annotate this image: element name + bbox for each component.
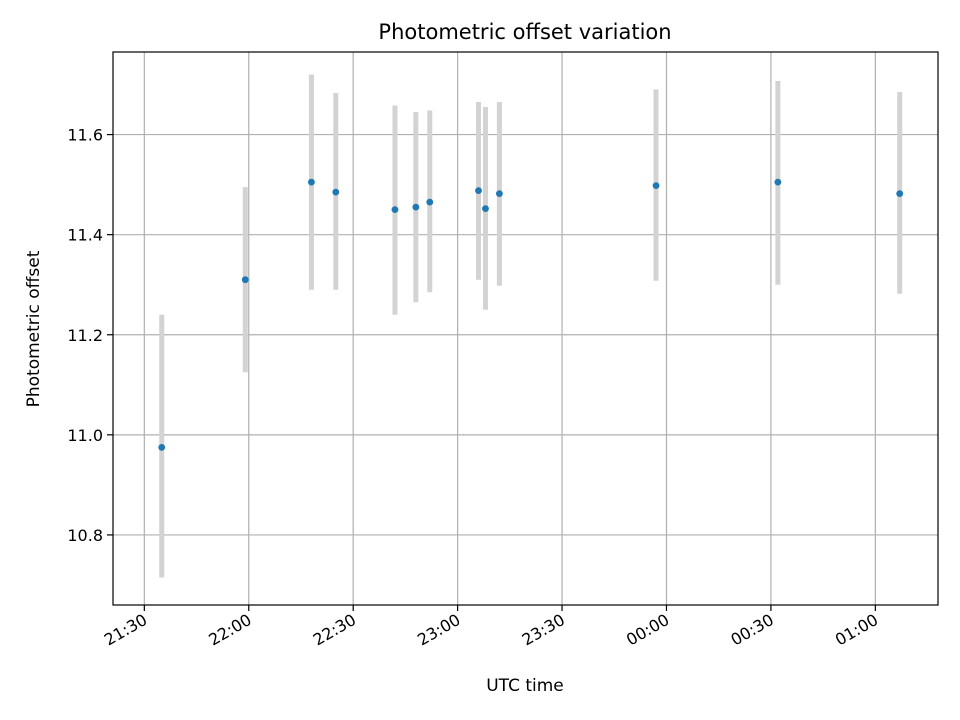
plot-frame — [112, 51, 939, 606]
data-points — [158, 178, 904, 451]
y-tick-label: 10.8 — [67, 526, 103, 545]
data-point — [308, 178, 315, 186]
chart-title: Photometric offset variation — [378, 20, 671, 44]
y-tick-label: 11.0 — [67, 426, 103, 445]
data-point — [482, 205, 489, 213]
data-point — [332, 188, 340, 196]
y-axis-ticks: 10.8 11.0 11.2 11.4 11.6 — [67, 126, 113, 545]
grid-lines — [113, 52, 938, 605]
y-tick-label: 11.6 — [67, 126, 103, 145]
data-point — [475, 187, 482, 195]
data-point — [241, 276, 249, 284]
data-point — [774, 178, 782, 186]
data-point — [412, 203, 420, 211]
data-point — [426, 198, 434, 206]
data-point — [391, 206, 399, 214]
x-axis-label: UTC time — [486, 676, 564, 696]
y-axis-label: Photometric offset — [24, 250, 44, 407]
y-tick-label: 11.4 — [67, 226, 103, 245]
data-point — [495, 190, 503, 198]
data-point — [652, 182, 660, 190]
data-point — [896, 190, 904, 198]
data-point — [158, 443, 166, 451]
y-tick-label: 11.2 — [67, 326, 103, 345]
